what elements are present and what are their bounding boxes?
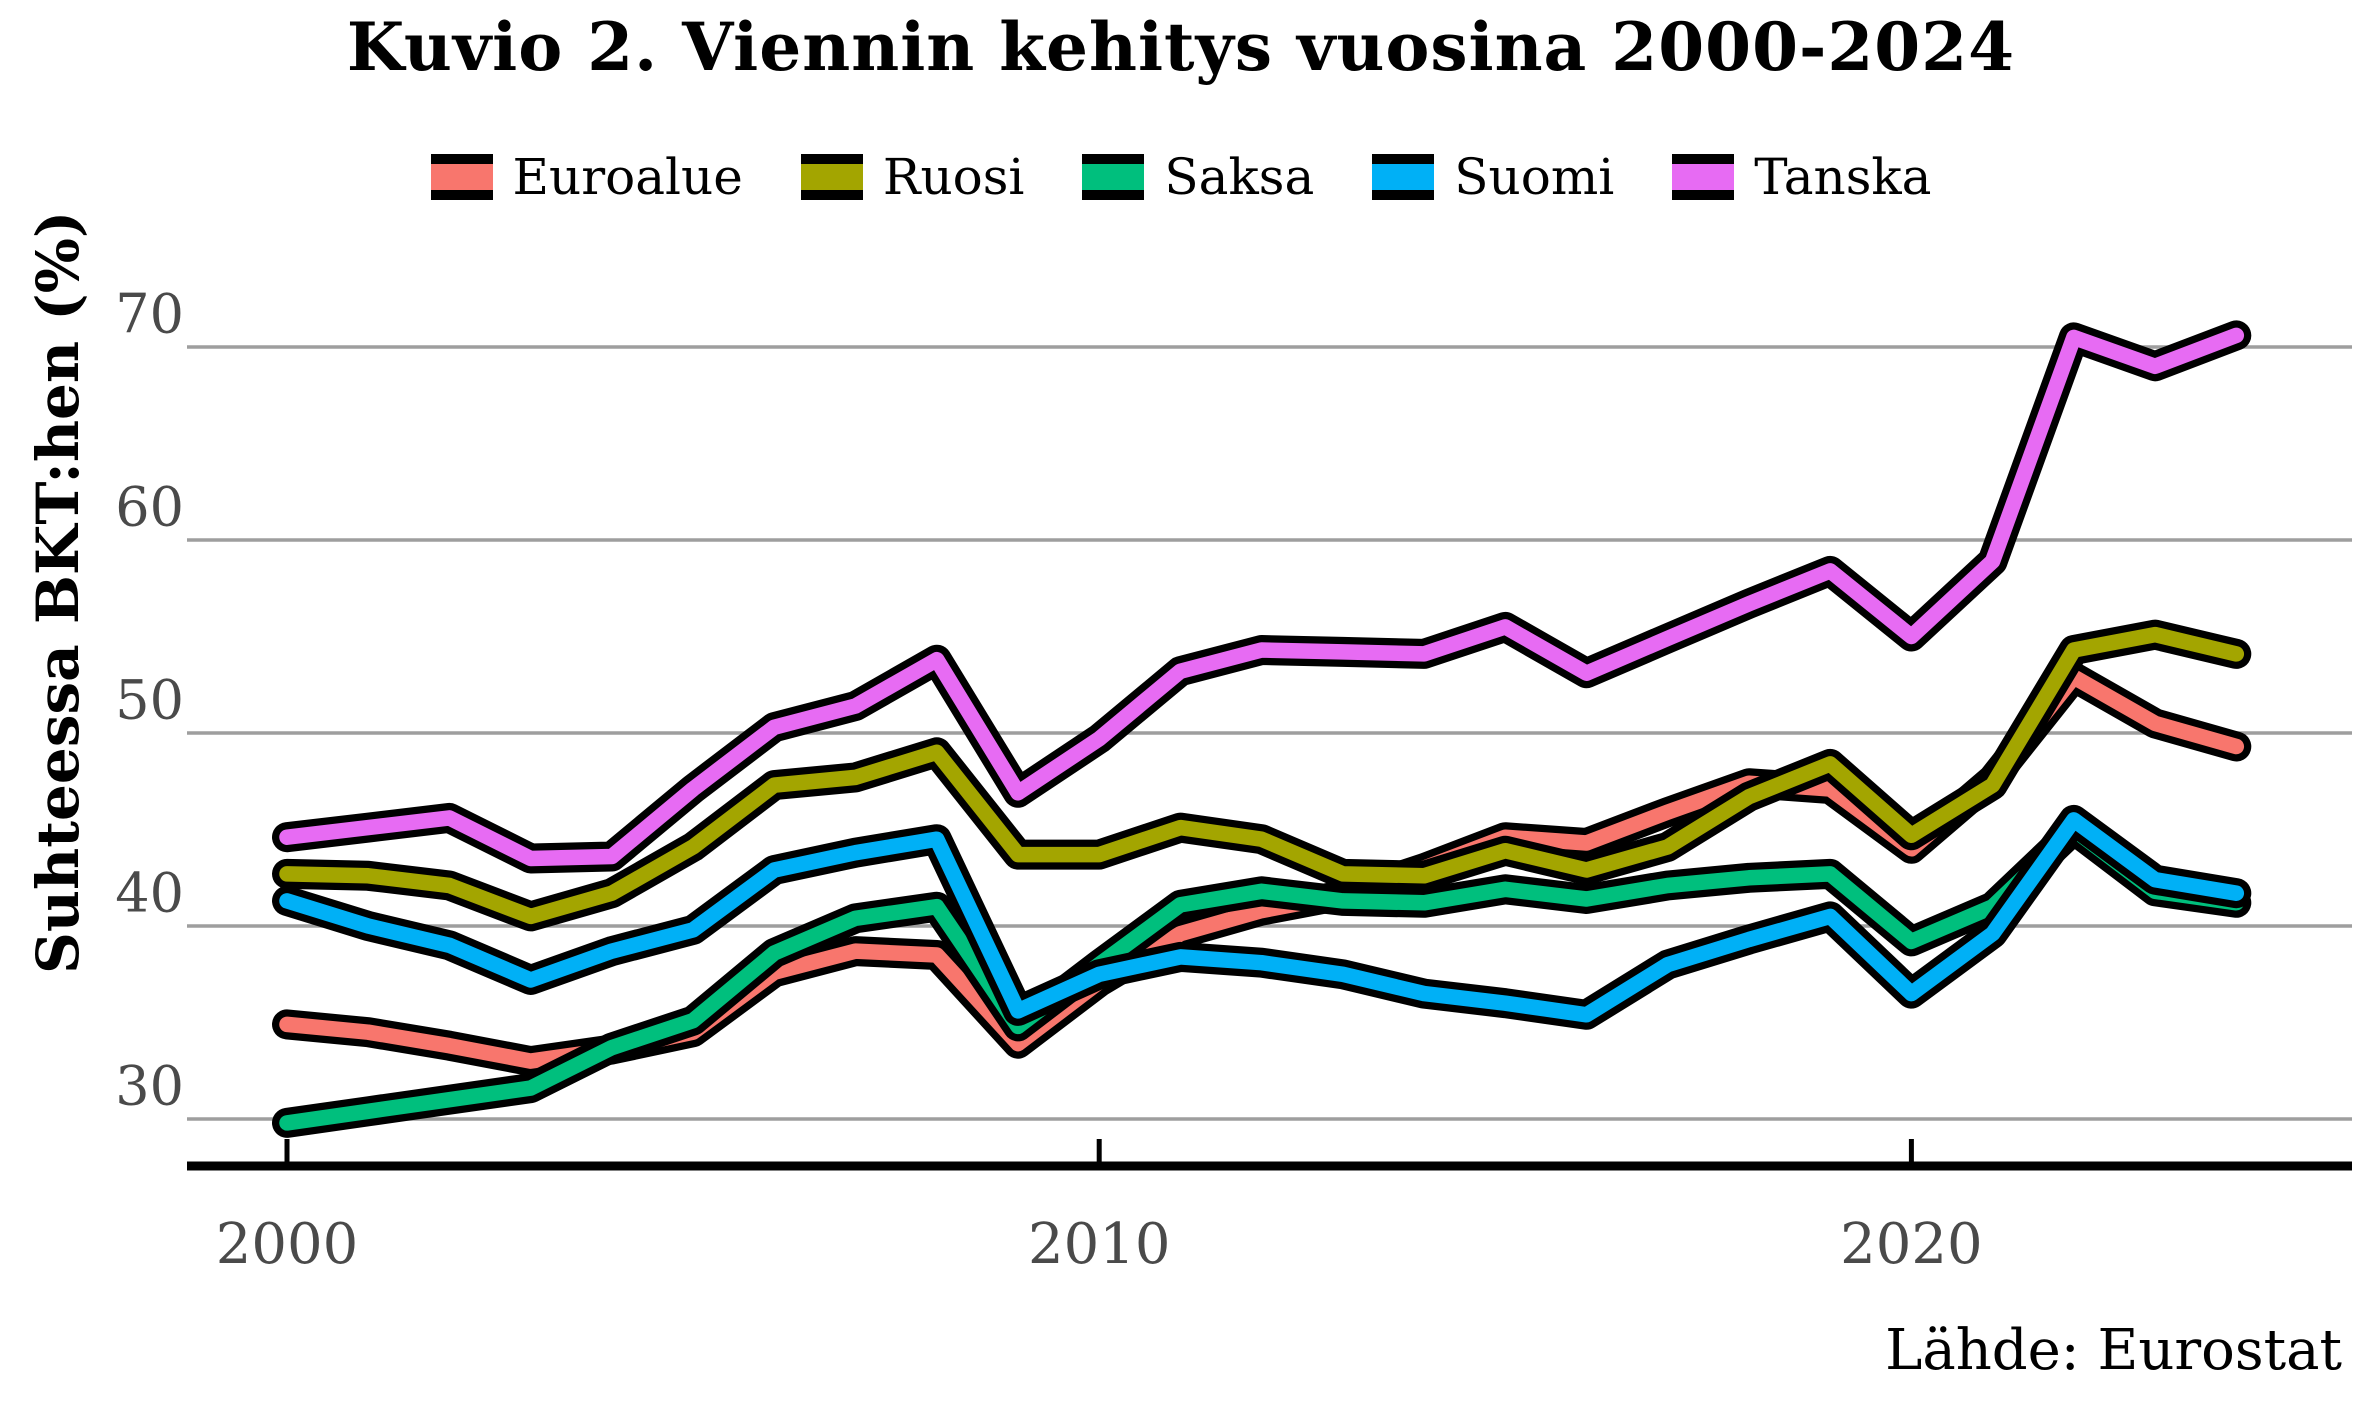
y-tick-label-60: 60 [115,476,184,539]
legend: Euroalue Ruosi Saksa Suomi Tanska [0,148,2362,206]
legend-item-saksa: Saksa [1082,148,1314,206]
legend-swatch-ruosi [800,154,863,200]
legend-swatch-saksa [1082,154,1145,200]
source-caption: Lähde: Eurostat [1885,1318,2342,1383]
y-tick-label-70: 70 [115,283,184,346]
legend-item-suomi: Suomi [1372,148,1614,206]
x-tick-label-2000: 2000 [216,1212,359,1277]
series-line-tanska [279,327,2245,867]
legend-item-euroalue: Euroalue [430,148,743,206]
legend-label-euroalue: Euroalue [512,148,743,206]
series-outline-ruosi [272,619,2252,932]
legend-swatch-euroalue [430,154,493,200]
y-tick-label-40: 40 [115,862,184,925]
legend-item-tanska: Tanska [1672,148,1931,206]
x-tick-label-2010: 2010 [1028,1212,1171,1277]
x-tick-label-2020: 2020 [1840,1212,1983,1277]
legend-item-ruosi: Ruosi [800,148,1025,206]
legend-swatch-tanska [1672,154,1735,200]
legend-label-saksa: Saksa [1164,148,1315,206]
series-line-ruosi [279,626,2245,925]
legend-swatch-suomi [1372,154,1435,200]
y-tick-label-50: 50 [115,669,184,732]
legend-label-tanska: Tanska [1754,148,1932,206]
legend-label-ruosi: Ruosi [882,148,1025,206]
legend-label-suomi: Suomi [1454,148,1615,206]
series-line-suomi [279,812,2245,1023]
chart-title: Kuvio 2. Viennin kehitys vuosina 2000-20… [346,8,2016,86]
y-tick-label-30: 30 [115,1055,184,1118]
series-line-saksa [279,821,2245,1131]
